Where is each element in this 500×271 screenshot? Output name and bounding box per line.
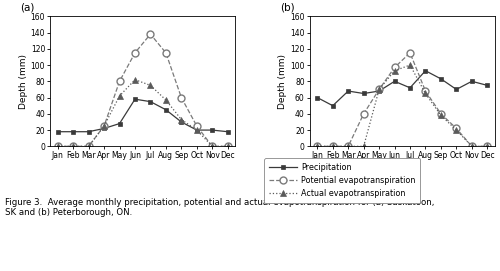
Text: Figure 3.  Average monthly precipitation, potential and actual evapotranspiratio: Figure 3. Average monthly precipitation,… [5, 198, 434, 217]
Y-axis label: Depth (mm): Depth (mm) [19, 54, 28, 109]
Y-axis label: Depth (mm): Depth (mm) [278, 54, 287, 109]
Text: (a): (a) [20, 2, 34, 12]
Legend: Precipitation, Potential evapotranspiration, Actual evapotranspiration: Precipitation, Potential evapotranspirat… [264, 159, 420, 203]
Text: (b): (b) [280, 2, 294, 12]
